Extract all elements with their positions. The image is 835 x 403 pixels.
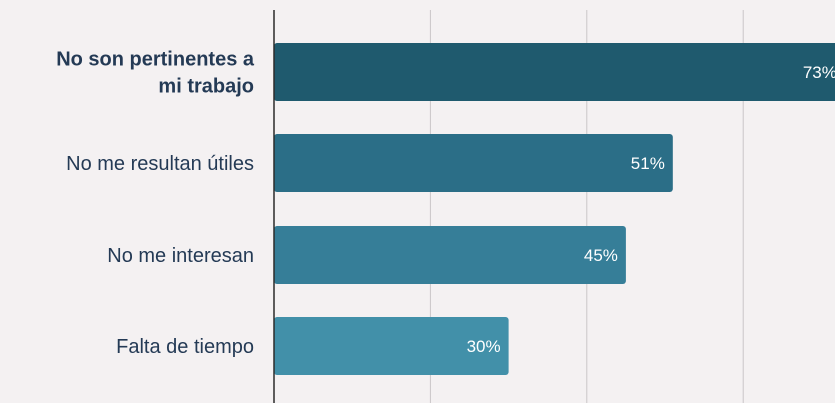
category-label-3: No me interesan xyxy=(107,245,254,267)
value-label-1: 73% xyxy=(803,63,835,82)
bars: 73% 51% 45% 30% xyxy=(274,43,835,375)
bar-2 xyxy=(274,134,673,192)
category-label-1-line-1: No son pertinentes a xyxy=(56,49,255,71)
value-label-4: 30% xyxy=(467,337,501,356)
category-label-4: Falta de tiempo xyxy=(116,336,254,358)
category-labels: No son pertinentes a mi trabajo No me resu… xyxy=(56,49,255,359)
bar-3 xyxy=(274,226,626,284)
bar-4 xyxy=(274,317,509,375)
category-label-2: No me resultan útiles xyxy=(66,153,254,175)
value-label-3: 45% xyxy=(584,246,618,265)
category-label-1-line-2: mi trabajo xyxy=(158,76,254,98)
value-label-2: 51% xyxy=(631,154,665,173)
bar-1 xyxy=(274,43,835,101)
